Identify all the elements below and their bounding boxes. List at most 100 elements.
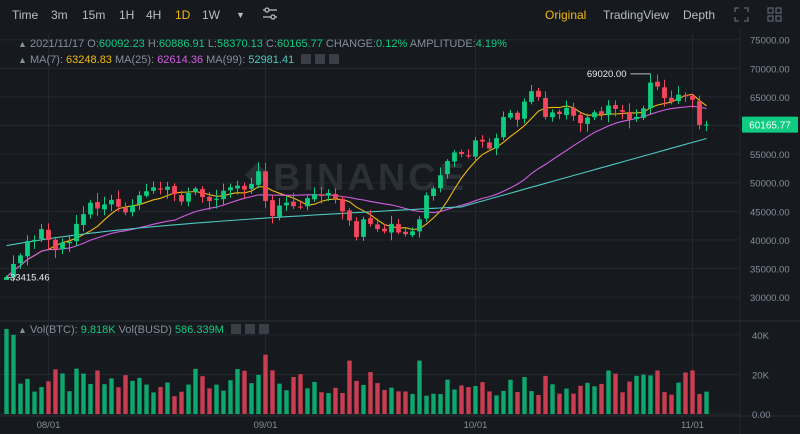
open-label: O: [87,38,99,50]
ma-hide-icon[interactable] [315,54,326,64]
volume-bar [361,384,366,414]
candle-body [459,151,464,155]
volume-bar [200,376,205,414]
candle-body [389,223,394,233]
timeframe-1d[interactable]: 1D [175,8,191,22]
more-timeframes-chevron-icon[interactable]: ▼ [236,10,245,20]
price-tick-label: 40000.00 [750,236,790,247]
volume-bar [508,379,513,414]
volume-bar [424,395,429,414]
collapse-chevron-icon[interactable]: ▲ [18,325,27,335]
open-value: 60092.23 [98,38,145,50]
candle-body [74,223,79,242]
volume-bar [501,390,506,414]
candle-body [473,140,478,157]
indicator-settings-icon[interactable] [262,7,278,21]
view-original[interactable]: Original [545,8,587,22]
timeframe-1h[interactable]: 1H [119,8,135,22]
candle-body [410,231,415,236]
close-label: C: [265,38,277,50]
volume-bar [634,375,639,414]
time-tick-label: 11/01 [681,420,704,431]
volume-tick-label: 40K [752,331,770,342]
volume-bar [578,385,583,414]
volume-bar [270,370,275,414]
candle-body [704,124,709,126]
timeframe-4h[interactable]: 4H [146,8,162,22]
volume-bar [606,370,611,414]
candle-body [4,277,9,280]
ohlc-row: ▲ 2021/11/17 O:60092.23 H:60886.91 L:583… [18,37,507,52]
view-tradingview[interactable]: TradingView [603,8,670,22]
volume-bar [249,383,254,414]
layout-grid-icon[interactable] [767,7,782,22]
volume-bar [697,394,702,414]
candle-body [522,101,527,119]
vol-hide-icon[interactable] [244,324,255,334]
ma-close-icon[interactable] [329,54,340,64]
candle-body [466,155,471,157]
vol-busd-value: 586.339M [174,324,224,336]
candle-body [172,186,177,195]
volume-bar [116,387,121,414]
volume-bar [228,380,233,414]
timeframe-15m[interactable]: 15m [82,8,106,22]
candle-body [102,204,107,210]
volume-bar [487,391,492,414]
volume-bar [368,372,373,414]
volume-bar [88,383,93,414]
volume-bar [564,388,569,414]
candle-body [235,185,240,189]
volume-bar [25,378,30,414]
candle-body [312,194,317,200]
volume-bar [193,368,198,414]
ma-row: ▲ MA(7): 63248.83 MA(25): 62614.36 MA(99… [18,53,340,68]
volume-bar [256,374,261,414]
candle-body [697,100,702,125]
high-label: H: [147,38,159,50]
timeframe-3m[interactable]: 3m [51,8,68,22]
candle-body [550,112,555,118]
timeframe-1w[interactable]: 1W [202,8,220,22]
volume-tick-label: 0.00 [752,410,771,421]
vol-close-icon[interactable] [258,324,269,334]
candle-body [32,239,37,242]
volume-bar [46,381,51,414]
volume-bar [284,390,289,414]
candle-body [326,193,331,196]
view-depth[interactable]: Depth [683,8,716,22]
fullscreen-icon[interactable] [734,7,749,22]
volume-bar [214,384,219,414]
candle-body [417,219,422,232]
candle-body [158,188,163,190]
candle-body [536,90,541,97]
volume-bar [627,381,632,414]
candle-body [25,241,30,257]
ma7-value: 63248.83 [66,54,112,66]
vol-settings-icon[interactable] [230,324,241,334]
low-value: 58370.13 [217,38,263,50]
candle-body [284,202,289,206]
volume-bar [515,391,520,414]
candle-body [60,242,65,250]
volume-tick-label: 20K [752,370,770,381]
candle-body [354,221,359,238]
candle-body [501,116,506,138]
timeframe-time[interactable]: Time [12,8,39,22]
candle-body [95,202,100,209]
candle-body [291,201,296,207]
volume-bar [620,392,625,414]
candle-body [515,112,520,120]
ma-settings-icon[interactable] [301,54,312,64]
volume-bar [67,391,72,414]
candle-body [662,87,667,99]
volume-bar [585,382,590,414]
candle-body [81,214,86,226]
volume-bar [102,384,107,414]
collapse-chevron-icon[interactable]: ▲ [18,39,27,49]
collapse-chevron-icon[interactable]: ▲ [18,55,27,65]
volume-bar [4,328,9,414]
price-tick-label: 65000.00 [750,93,790,104]
candle-body [578,114,583,124]
